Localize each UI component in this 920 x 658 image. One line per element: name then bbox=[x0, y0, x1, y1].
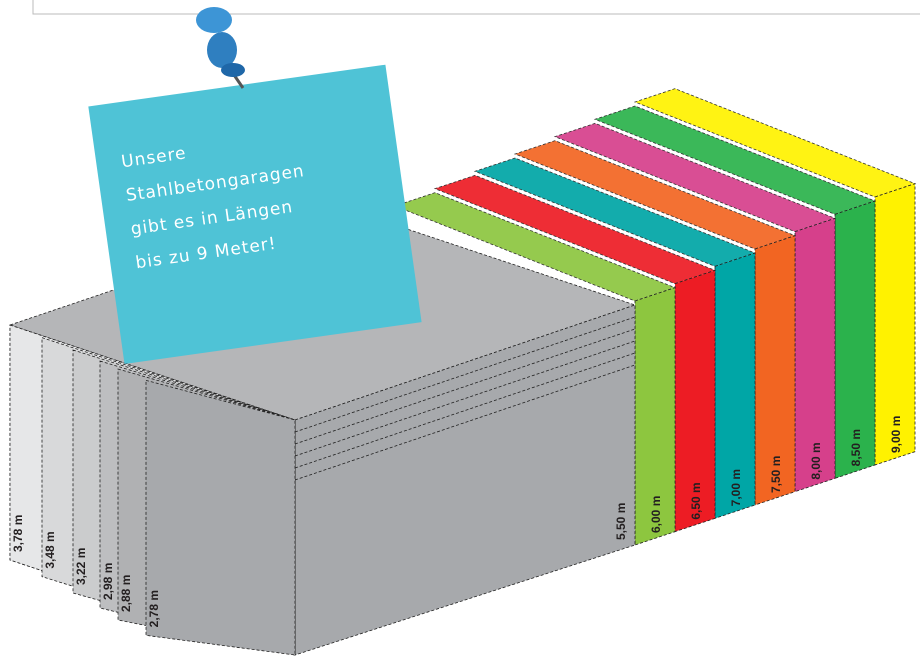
slab-front bbox=[674, 269, 716, 533]
pin-body bbox=[207, 32, 237, 68]
note-paper bbox=[88, 64, 422, 364]
slab-top bbox=[593, 105, 877, 215]
slab-top bbox=[433, 174, 717, 285]
length-label: 9,00 m bbox=[889, 416, 903, 453]
frame-line bbox=[32, 0, 920, 15]
width-label: 2,88 m bbox=[119, 575, 133, 612]
pin-base bbox=[221, 63, 245, 77]
length-label: 7,50 m bbox=[769, 456, 783, 493]
width-label: 2,78 m bbox=[147, 590, 161, 627]
width-label: 3,48 m bbox=[43, 531, 57, 568]
length-label: 8,50 m bbox=[849, 429, 863, 466]
pushpin bbox=[196, 7, 245, 89]
slab-front bbox=[634, 287, 676, 546]
slab-top bbox=[553, 122, 837, 233]
slab-top bbox=[393, 192, 677, 302]
length-label: 8,00 m bbox=[809, 442, 823, 479]
slab-top bbox=[513, 140, 797, 250]
length-label: 5,50 m bbox=[614, 503, 628, 540]
width-label: 3,78 m bbox=[11, 515, 25, 552]
length-label: 7,00 m bbox=[729, 469, 743, 506]
slab-top bbox=[473, 157, 757, 267]
box-front bbox=[294, 304, 636, 656]
length-slabs: 9,00 m 8,50 m 8,00 m 7,50 m 7,00 m 6,50 m 6,00… bbox=[393, 88, 917, 546]
slab-top bbox=[633, 88, 917, 198]
width-label: 2,98 m bbox=[101, 563, 115, 600]
length-label: 6,00 m bbox=[649, 496, 663, 533]
width-strips: 3,78 m 3,48 m 3,22 m 2,98 m 2,88 m 2,78 m bbox=[9, 324, 296, 656]
length-label: 6,50 m bbox=[689, 482, 703, 519]
pin-head bbox=[196, 7, 232, 33]
width-strip bbox=[145, 379, 296, 656]
width-label: 3,22 m bbox=[74, 548, 88, 585]
